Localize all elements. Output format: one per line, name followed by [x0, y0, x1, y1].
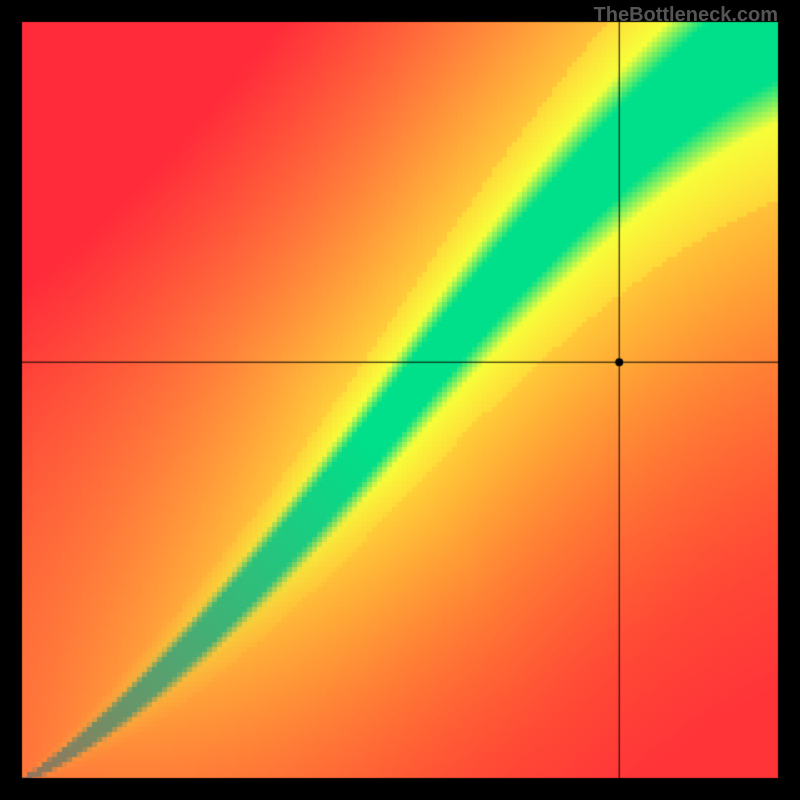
heatmap-canvas [0, 0, 800, 800]
chart-container: TheBottleneck.com [0, 0, 800, 800]
watermark-text: TheBottleneck.com [594, 4, 778, 27]
